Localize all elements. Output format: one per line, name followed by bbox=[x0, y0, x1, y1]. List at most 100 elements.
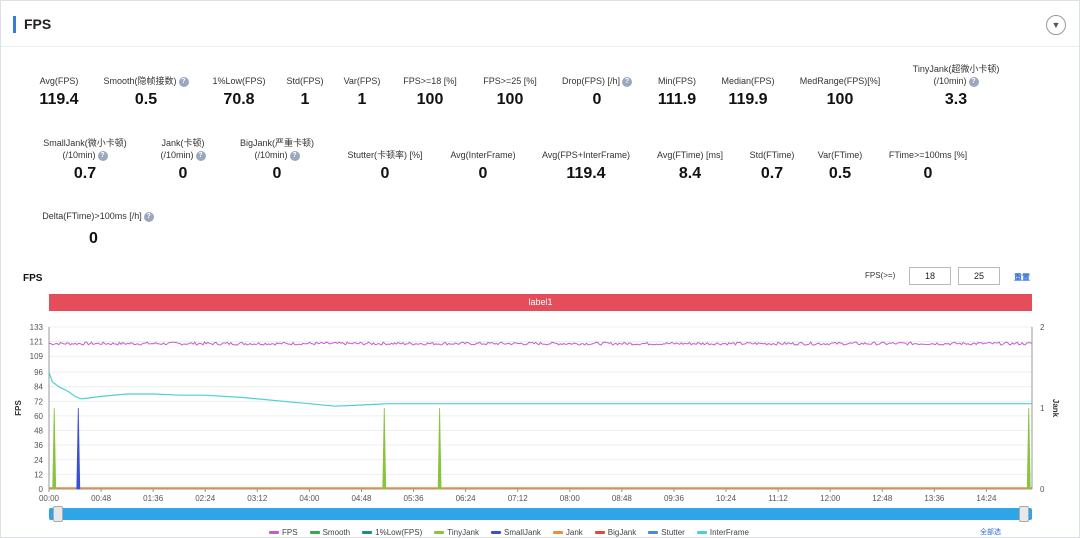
chevron-down-icon[interactable]: ▼ bbox=[1046, 15, 1066, 35]
metric-std-fps: Std(FPS) 1 bbox=[281, 75, 329, 109]
series-tinyjank-spike bbox=[52, 407, 57, 490]
y2-tick-label: 2 bbox=[1040, 323, 1045, 332]
metric-label: MedRange(FPS)[%] bbox=[799, 76, 881, 86]
legend-swatch bbox=[552, 530, 563, 534]
legend-swatch bbox=[594, 530, 605, 534]
metric-label: FPS>=18 [%] bbox=[403, 76, 457, 86]
y2-axis-title: Jank bbox=[1051, 399, 1060, 418]
threshold-input-2[interactable] bbox=[958, 267, 1000, 285]
x-tick-label: 10:24 bbox=[716, 494, 737, 503]
y2-tick-label: 0 bbox=[1040, 485, 1045, 494]
legend-item[interactable]: TinyJank bbox=[434, 526, 479, 538]
metric-avg-ftime: Avg(FTime) [ms] 8.4 bbox=[649, 149, 731, 183]
x-tick-label: 11:12 bbox=[768, 494, 788, 503]
x-tick-label: 06:24 bbox=[456, 494, 477, 503]
legend-swatch bbox=[269, 530, 279, 534]
slider-handle-left[interactable] bbox=[53, 506, 63, 522]
help-icon[interactable]: ? bbox=[143, 211, 154, 222]
metric-label: FPS>=25 [%] bbox=[483, 76, 537, 86]
metric-stutter: Stutter(卡顿率) [%] 0 bbox=[337, 149, 433, 183]
x-tick-label: 13:36 bbox=[924, 494, 945, 503]
metric-var-ftime: Var(FTime) 0.5 bbox=[809, 149, 871, 183]
metric-label: Var(FPS) bbox=[343, 76, 381, 86]
x-tick-label: 04:48 bbox=[351, 494, 372, 503]
legend-item[interactable]: Smooth bbox=[309, 526, 351, 538]
legend-item[interactable]: BigJank bbox=[594, 526, 636, 538]
y-tick-label: 12 bbox=[34, 470, 43, 479]
chart-title: FPS bbox=[23, 273, 43, 284]
metric-value: 0.5 bbox=[134, 91, 158, 108]
help-icon[interactable]: ? bbox=[968, 76, 979, 87]
help-icon[interactable]: ? bbox=[622, 76, 632, 87]
metric-value: 70.8 bbox=[223, 91, 255, 108]
help-icon[interactable]: ? bbox=[178, 76, 189, 87]
series-tinyjank-spike bbox=[382, 407, 387, 490]
metric-value: 0 bbox=[89, 230, 98, 247]
y-tick-label: 133 bbox=[30, 323, 44, 332]
metric-fps-ge-25: FPS>=25 [%] 100 bbox=[476, 75, 544, 109]
time-range-slider[interactable] bbox=[49, 508, 1032, 520]
help-icon[interactable]: ? bbox=[195, 150, 206, 161]
y-tick-label: 84 bbox=[34, 383, 43, 392]
metric-label: Min(FPS) bbox=[658, 76, 696, 86]
metric-smooth: Smooth(隐帧接数)? 0.5 bbox=[97, 75, 195, 109]
y-tick-label: 48 bbox=[34, 427, 43, 436]
metric-label: BigJank(严重卡顿) bbox=[239, 138, 314, 148]
legend-swatch bbox=[362, 530, 373, 534]
metric-delta-ftime: Delta(FTime)>100ms [/h]? 0 bbox=[31, 210, 165, 248]
legend-swatch bbox=[309, 530, 320, 534]
label-band[interactable]: label1 bbox=[49, 294, 1032, 311]
metric-value: 119.4 bbox=[39, 91, 79, 108]
panel-title: FPS bbox=[24, 16, 52, 32]
metric-label: SmallJank(微小卡顿) bbox=[43, 138, 127, 148]
metric-value: 100 bbox=[496, 91, 524, 108]
x-tick-label: 01:36 bbox=[143, 494, 164, 503]
metric-label-unit: (/10min) bbox=[254, 150, 288, 160]
slider-handle-right[interactable] bbox=[1019, 506, 1029, 522]
legend-item[interactable]: 1%Low(FPS) bbox=[362, 526, 422, 538]
legend-label: Stutter bbox=[661, 527, 685, 537]
x-tick-label: 08:00 bbox=[560, 494, 581, 503]
metric-tinyjank: TinyJank(超微小卡顿) (/10min)? 3.3 bbox=[896, 63, 1016, 109]
metric-value: 0 bbox=[380, 165, 390, 182]
x-tick-label: 03:12 bbox=[247, 494, 268, 503]
metric-value: 1 bbox=[300, 91, 310, 108]
legend-item[interactable]: SmallJank bbox=[490, 526, 541, 538]
threshold-input-1[interactable] bbox=[909, 267, 951, 285]
metric-drop-fps: Drop(FPS) [/h]? 0 bbox=[554, 75, 640, 109]
metric-1pct-low: 1%Low(FPS) 70.8 bbox=[207, 75, 271, 109]
metric-avg-fps-interframe: Avg(FPS+InterFrame) 119.4 bbox=[531, 149, 641, 183]
legend-swatch bbox=[648, 530, 659, 534]
help-icon[interactable]: ? bbox=[97, 150, 108, 161]
legend-swatch bbox=[696, 530, 707, 534]
legend-item[interactable]: FPS bbox=[269, 526, 298, 538]
y-tick-label: 0 bbox=[39, 485, 44, 494]
legend-item[interactable]: Jank bbox=[552, 526, 583, 538]
metric-label: Avg(FPS) bbox=[39, 76, 79, 86]
help-icon[interactable]: ? bbox=[289, 150, 300, 161]
metric-label: TinyJank(超微小卡顿) bbox=[912, 64, 1000, 74]
metric-label: Std(FPS) bbox=[286, 76, 324, 86]
x-tick-label: 02:24 bbox=[195, 494, 216, 503]
x-tick-label: 05:36 bbox=[404, 494, 425, 503]
series-fps-line bbox=[48, 341, 1033, 346]
metric-value: 1 bbox=[357, 91, 367, 108]
metric-std-ftime: Std(FTime) 0.7 bbox=[741, 149, 803, 183]
metric-value: 0 bbox=[478, 165, 488, 182]
metric-label: Median(FPS) bbox=[721, 76, 775, 86]
series-tinyjank-spike bbox=[1026, 407, 1031, 490]
metric-smalljank: SmallJank(微小卡顿) (/10min)? 0.7 bbox=[25, 137, 145, 183]
x-tick-label: 08:48 bbox=[612, 494, 633, 503]
metric-medrange-fps: MedRange(FPS)[%] 100 bbox=[793, 75, 887, 109]
x-tick-label: 04:00 bbox=[299, 494, 320, 503]
legend-item[interactable]: Stutter bbox=[648, 526, 685, 538]
metric-label: 1%Low(FPS) bbox=[212, 76, 266, 86]
legend-label: Smooth bbox=[322, 527, 351, 537]
legend-item[interactable]: InterFrame bbox=[696, 526, 749, 538]
y-axis-title: FPS bbox=[14, 400, 23, 416]
metric-min-fps: Min(FPS) 111.9 bbox=[649, 75, 705, 109]
metric-avg-interframe: Avg(InterFrame) 0 bbox=[441, 149, 525, 183]
reset-button[interactable]: 重置 bbox=[1014, 273, 1030, 282]
select-all-link[interactable]: 全部选 bbox=[980, 529, 1001, 536]
